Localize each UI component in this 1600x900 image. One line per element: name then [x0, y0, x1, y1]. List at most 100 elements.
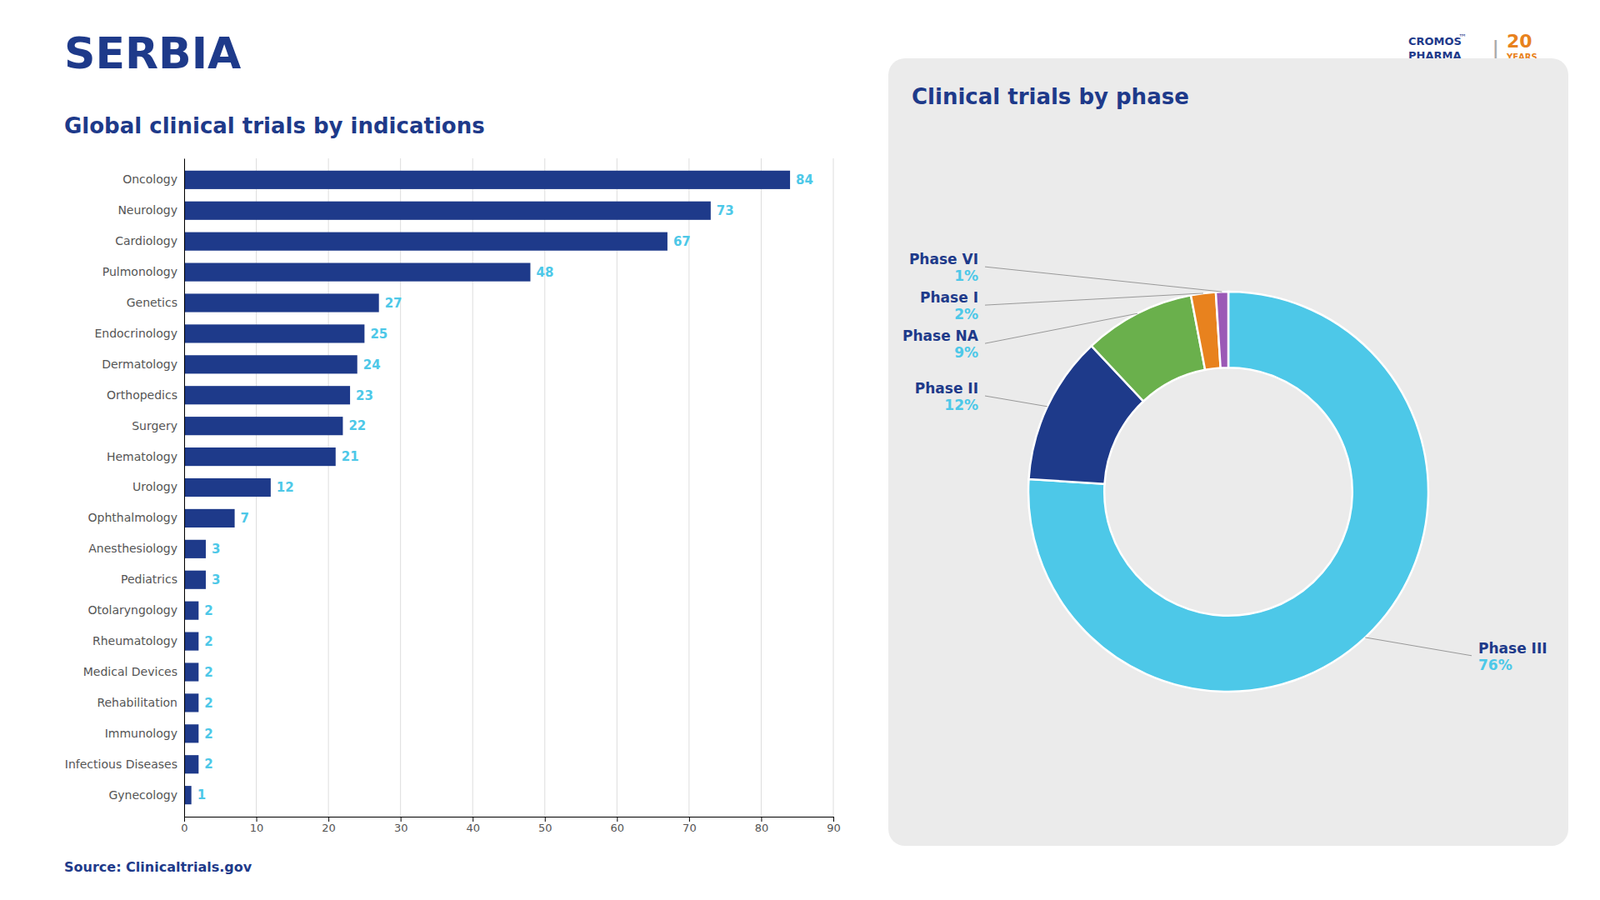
grid-line — [688, 158, 690, 817]
data-label: 27 — [385, 295, 403, 311]
axis-line — [185, 817, 835, 823]
slice — [1215, 291, 1229, 368]
bar — [184, 263, 530, 282]
bar — [184, 785, 192, 805]
tick: 30 — [394, 816, 409, 835]
bar — [184, 355, 358, 374]
data-label: 3 — [211, 541, 220, 557]
bar — [184, 478, 271, 497]
tick-label: Pulmonology — [102, 265, 178, 279]
tick-label: Anesthesiology — [88, 541, 178, 555]
tick: Oncology — [122, 172, 178, 186]
slice — [1091, 295, 1205, 401]
data-label: 1 — [197, 787, 206, 803]
tick-label: 70 — [682, 821, 697, 835]
pie-chart: Clinical trials by phasePhase III76%Phas… — [888, 58, 1569, 846]
bar — [184, 755, 199, 774]
tick: Orthopedics — [106, 388, 178, 402]
leader-line — [985, 313, 1138, 344]
tick-label: Medical Devices — [83, 665, 178, 679]
leader-line — [985, 395, 1048, 407]
grid-line — [184, 158, 185, 817]
grid-line — [328, 158, 330, 817]
tick-label: 10 — [250, 821, 265, 835]
slice-label: Phase NA — [902, 327, 980, 345]
annotation: ™ — [1458, 32, 1467, 42]
tick: Surgery — [131, 419, 178, 433]
pie-labels: Phase III76%Phase II12%Phase NA9%Phase I… — [902, 250, 1548, 674]
tick: 0 — [180, 816, 188, 835]
tick: Rehabilitation — [96, 695, 178, 710]
tick-label: Gynecology — [108, 788, 178, 802]
bar — [184, 385, 350, 405]
tick: Pulmonology — [102, 265, 178, 279]
data-label: 24 — [363, 357, 381, 373]
tick: Dermatology — [101, 357, 178, 371]
tick: Neurology — [117, 203, 178, 217]
tick-mark — [545, 816, 546, 822]
data-label: 2 — [204, 603, 213, 619]
tick-label: 60 — [610, 821, 625, 835]
grid-line — [472, 158, 474, 817]
grid — [184, 158, 834, 817]
bar — [184, 170, 790, 190]
donut: Phase III76%Phase II12%Phase NA9%Phase I… — [902, 250, 1548, 692]
bar — [184, 570, 206, 590]
data-label: 2 — [204, 634, 213, 650]
grid-line — [400, 158, 401, 817]
tick: Endocrinology — [94, 326, 178, 340]
tick-mark — [616, 816, 618, 822]
data-label: 67 — [673, 234, 691, 250]
data-label: 2 — [204, 726, 213, 742]
bar — [184, 509, 235, 528]
leader-line — [1365, 637, 1472, 656]
tick: Gynecology — [108, 788, 178, 802]
bar — [184, 693, 199, 712]
tick-label: 0 — [180, 821, 188, 835]
data-label: 12% — [944, 396, 979, 414]
tick: 10 — [250, 816, 265, 835]
page: SERBIASource: Clinicaltrials.govCROMOS™P… — [0, 0, 1600, 900]
grid-line — [833, 158, 835, 817]
tick-label: Dermatology — [101, 357, 178, 371]
grid-line — [760, 158, 762, 817]
tick-label: Pediatrics — [120, 572, 178, 586]
bar — [184, 447, 336, 466]
value-axis: 0102030405060708090 — [180, 816, 840, 835]
tick-mark — [256, 816, 258, 822]
bar — [184, 601, 199, 620]
tick-mark — [472, 816, 474, 822]
tick-mark — [689, 816, 690, 822]
tick-label: Oncology — [122, 172, 178, 186]
tick: Hematology — [106, 450, 178, 464]
tick-mark — [328, 816, 330, 822]
bar-chart: Global clinical trials by indications847… — [64, 113, 841, 835]
data-label: 2 — [204, 756, 213, 772]
tick: Cardiology — [115, 234, 178, 248]
tick-label: 30 — [394, 821, 409, 835]
tick-label: Endocrinology — [94, 326, 178, 340]
tick: Anesthesiology — [88, 541, 178, 555]
tick-label: Orthopedics — [106, 388, 178, 402]
tick-label: Ophthalmology — [88, 510, 178, 525]
tick-label: Rheumatology — [92, 634, 178, 648]
category-axis: Oncology Neurology Cardiology Pulmonology Ge… — [65, 159, 185, 818]
chart-title: Global clinical trials by indications — [64, 113, 485, 139]
bar — [184, 724, 199, 743]
tick: Ophthalmology — [88, 510, 178, 525]
annotation: 20 — [1506, 30, 1533, 52]
data-label: 76% — [1478, 656, 1513, 674]
slice-label: Phase II — [915, 380, 979, 397]
tick-label: 40 — [465, 821, 480, 835]
tick-label: Infectious Diseases — [65, 757, 178, 771]
bar — [184, 540, 206, 559]
tick-label: Genetics — [126, 295, 178, 310]
data-label: 2 — [204, 665, 213, 680]
tick: Pediatrics — [120, 572, 178, 586]
tick-mark — [400, 816, 402, 822]
data-label: 25 — [370, 326, 388, 342]
leader-line — [985, 293, 1204, 305]
data-label: 73 — [716, 203, 735, 219]
tick: 40 — [465, 816, 480, 835]
tick-label: Otolaryngology — [87, 603, 178, 617]
